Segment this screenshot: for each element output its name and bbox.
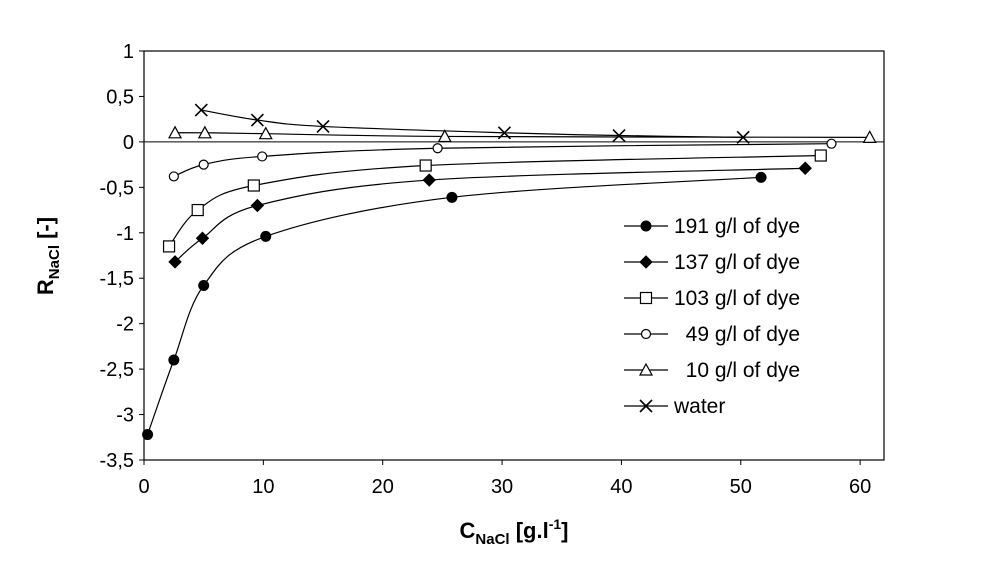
x-tick-label: 60 — [849, 476, 871, 498]
data-point — [814, 149, 827, 162]
series-3 — [162, 149, 827, 253]
series-1 — [142, 171, 767, 441]
legend-item: water — [624, 395, 725, 418]
data-point — [446, 191, 458, 203]
legend-label: water — [673, 395, 725, 418]
x-tick-label: 50 — [730, 476, 752, 498]
data-point — [862, 130, 877, 143]
legend-item: 191 g/l of dye — [624, 215, 800, 238]
legend-marker — [639, 255, 653, 269]
legend-label: 49 g/l of dye — [674, 323, 800, 346]
y-tick-label: -1,5 — [100, 268, 134, 290]
x-axis-title: CNaCl [g.l-1] — [460, 516, 569, 548]
data-point — [142, 429, 154, 441]
data-point — [260, 230, 272, 242]
data-point — [755, 171, 767, 183]
y-tick-label: 0 — [123, 132, 134, 154]
series-line — [201, 109, 744, 138]
legend-marker — [640, 220, 652, 232]
data-point — [168, 171, 179, 182]
data-point — [195, 231, 210, 245]
x-tick-label: 10 — [252, 476, 274, 498]
series-2 — [168, 161, 812, 269]
y-tick-label: -1 — [116, 223, 134, 245]
data-point — [497, 126, 512, 140]
data-point — [198, 159, 209, 170]
legend-marker — [638, 362, 654, 376]
series-6 — [194, 103, 750, 144]
data-point — [419, 159, 432, 172]
data-point — [191, 203, 204, 217]
legend-marker — [640, 328, 652, 340]
legend-item: 49 g/l of dye — [624, 323, 800, 346]
data-point — [437, 129, 452, 143]
data-point — [250, 198, 265, 213]
data-point — [257, 151, 268, 162]
data-point — [198, 279, 210, 291]
legend-label: 191 g/l of dye — [674, 215, 800, 238]
legend-label: 103 g/l of dye — [674, 287, 800, 310]
series-line — [147, 176, 762, 435]
x-tick-label: 30 — [491, 476, 513, 498]
data-point — [736, 130, 750, 144]
legend-label: 137 g/l of dye — [674, 251, 800, 274]
y-tick-label: -0,5 — [100, 177, 134, 199]
x-tick-label: 40 — [610, 476, 632, 498]
data-point — [432, 143, 443, 154]
x-tick-label: 20 — [372, 476, 394, 498]
series-line — [173, 143, 832, 177]
data-point — [826, 138, 837, 149]
data-point — [168, 125, 183, 139]
data-point — [168, 255, 182, 269]
data-point — [798, 161, 812, 175]
y-tick-label: -2,5 — [100, 359, 134, 381]
data-point — [197, 125, 212, 139]
data-point — [612, 128, 626, 143]
legend-item: 137 g/l of dye — [624, 251, 800, 274]
y-tick-label: -3,5 — [100, 450, 134, 472]
series-4 — [168, 138, 837, 182]
data-point — [247, 179, 260, 192]
data-point — [258, 126, 273, 140]
series-5 — [168, 125, 877, 143]
y-tick-label: 1 — [123, 41, 134, 63]
data-point — [194, 103, 208, 117]
y-tick-label: -2 — [116, 314, 134, 336]
data-point — [422, 173, 436, 187]
legend-marker — [639, 399, 653, 413]
y-tick-label: 0,5 — [106, 86, 134, 108]
data-point — [168, 354, 180, 366]
plot-frame — [143, 50, 885, 461]
data-point — [250, 113, 264, 127]
legend-marker — [639, 291, 653, 305]
y-tick-label: -3 — [116, 405, 134, 427]
y-axis-title: RNaCl [-] — [33, 217, 63, 295]
legend-item: 10 g/l of dye — [624, 359, 800, 382]
data-point — [316, 119, 330, 134]
legend-item: 103 g/l of dye — [624, 287, 800, 310]
x-tick-label: 0 — [138, 476, 149, 498]
data-point — [162, 240, 176, 253]
legend-label: 10 g/l of dye — [674, 359, 800, 382]
